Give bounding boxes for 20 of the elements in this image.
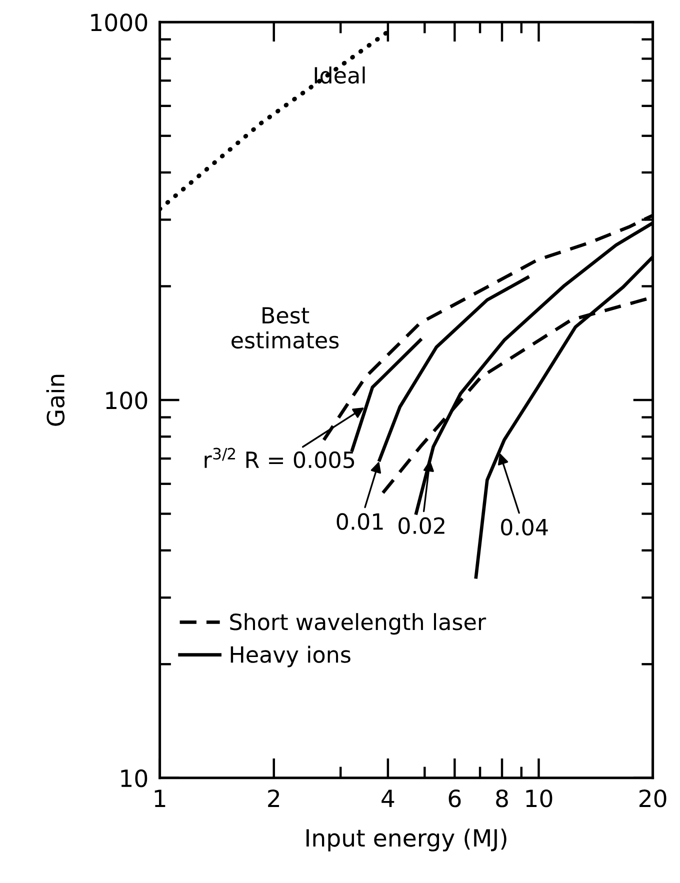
y-tick-label: 10 (121, 769, 148, 788)
annotation: Best estimates (232, 307, 339, 349)
x-tick-label: 1 (154, 790, 166, 807)
annotation: r$^{3/2}$ R = 0.005 (204, 448, 354, 468)
x-tick-label: 20 (640, 789, 666, 808)
legend-label: Heavy ions (230, 646, 350, 668)
annotation: 0.04 (501, 518, 548, 536)
y-axis-title: Gain (46, 374, 65, 426)
x-tick-label: 6 (448, 789, 461, 808)
y-tick-label: 1000 (91, 14, 148, 32)
annotation: 0.01 (336, 513, 383, 530)
x-tick-label: 8 (496, 789, 508, 808)
x-tick-label: 10 (526, 789, 552, 808)
x-axis-title: Input energy (MJ) (306, 828, 506, 852)
legend-label: Short wavelength laser (230, 613, 486, 635)
x-tick-label: 2 (268, 789, 280, 807)
y-tick-label: 100 (106, 391, 148, 410)
x-tick-label: 4 (382, 790, 394, 807)
annotation: 0.02 (398, 517, 444, 534)
annotation: Ideal (314, 66, 365, 84)
